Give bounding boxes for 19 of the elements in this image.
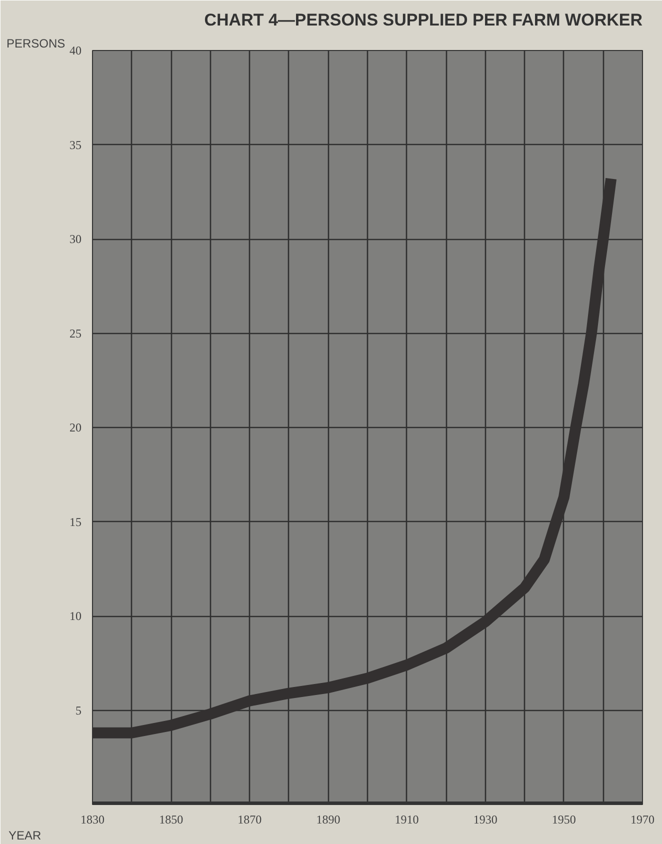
y-tick-label: 5 xyxy=(76,703,82,718)
x-axis-title: YEAR xyxy=(8,828,42,842)
x-tick-label: 1890 xyxy=(316,812,340,826)
y-tick-label: 10 xyxy=(70,609,82,623)
y-tick-label: 35 xyxy=(70,138,82,152)
x-tick-label: 1930 xyxy=(473,812,498,826)
x-tick-label: 1910 xyxy=(394,812,419,826)
chart-title: CHART 4—PERSONS SUPPLIED PER FARM WORKER xyxy=(204,10,642,30)
x-tick-label: 1830 xyxy=(80,812,104,826)
x-tick-label: 1870 xyxy=(238,812,262,826)
y-tick-label: 40 xyxy=(70,44,82,58)
y-tick-label: 30 xyxy=(70,232,82,246)
x-tick-label: 1970 xyxy=(630,812,654,826)
y-tick-label: 15 xyxy=(70,514,82,529)
y-tick-label: 25 xyxy=(70,326,82,340)
y-tick-label: 20 xyxy=(70,420,82,434)
y-axis-title: PERSONS xyxy=(6,36,66,50)
x-tick-label: 1950 xyxy=(552,812,576,826)
x-tick-label: 1850 xyxy=(159,812,184,826)
